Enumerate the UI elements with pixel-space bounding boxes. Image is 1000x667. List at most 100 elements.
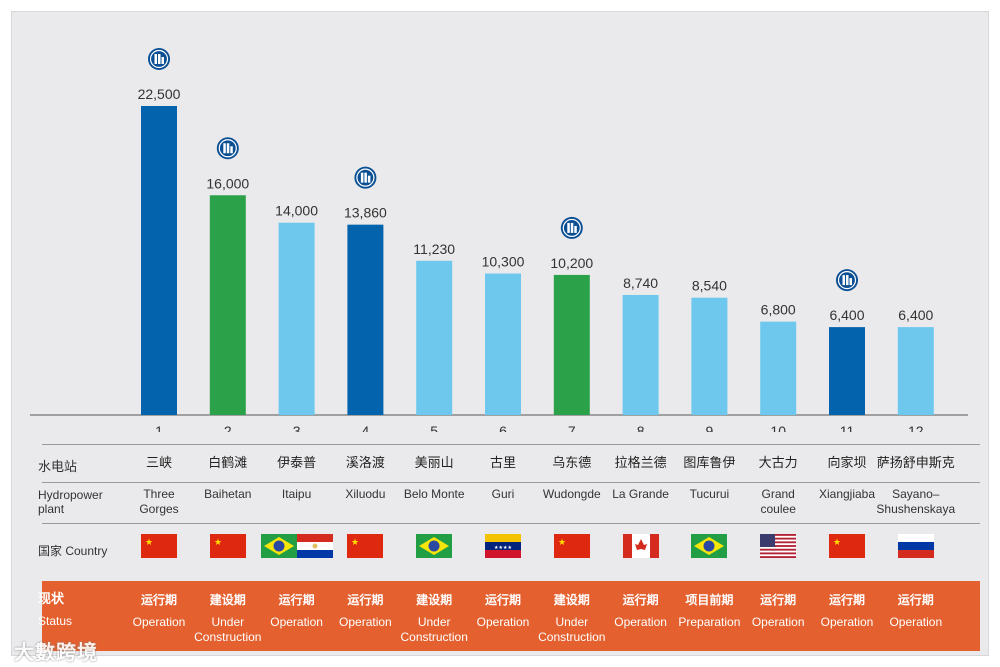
- tick-label-11: 11: [840, 423, 855, 432]
- bar-11: [829, 327, 865, 415]
- data-label-2: 16,000: [206, 175, 249, 191]
- china-flag-icon: ★: [553, 534, 590, 558]
- plant-name-en2-12: Shushenskaya: [876, 502, 956, 516]
- plant-name-cn-12: 萨扬舒申斯克: [876, 455, 955, 470]
- plant-name-cn-3: 伊泰普: [277, 455, 317, 470]
- row-label-status-en: Status: [38, 614, 73, 628]
- plant-name-en-1: Three: [143, 487, 175, 501]
- bar-6: [485, 273, 521, 415]
- row-label-country: 国家 Country: [38, 544, 108, 558]
- status-en2-5: Construction: [400, 630, 468, 644]
- data-label-12: 6,400: [898, 307, 933, 323]
- plant-name-cn-4: 溪洛渡: [345, 455, 385, 470]
- plant-name-en-5: Belo Monte: [403, 487, 465, 501]
- status-en-9: Preparation: [678, 615, 741, 629]
- tick-label-12: 12: [908, 423, 924, 432]
- bar-4: [347, 224, 384, 415]
- paraguay-flag-icon: [296, 534, 333, 558]
- chart-panel: 22,500 1 16,000 2 14,000 3 13,860 4 11,230 5 10,30…: [12, 12, 988, 655]
- row-label-plant-en-2: plant: [38, 502, 65, 516]
- company-logo-icon: [354, 166, 377, 189]
- status-cn-8: 运行期: [622, 593, 659, 607]
- status-cn-9: 项目前期: [685, 593, 734, 607]
- svg-text:★★★★: ★★★★: [494, 545, 512, 551]
- status-cn-5: 建设期: [416, 593, 453, 607]
- canada-flag-icon: [622, 534, 659, 558]
- svg-text:★: ★: [214, 537, 222, 547]
- tick-label-6: 6: [499, 423, 507, 432]
- china-flag-icon: ★: [209, 534, 246, 558]
- bar-2: [209, 195, 246, 415]
- china-flag-icon: ★: [141, 534, 177, 558]
- plant-name-cn-9: 图库鲁伊: [683, 455, 736, 470]
- plant-name-cn-11: 向家坝: [827, 455, 867, 470]
- row-label-status-cn: 现状: [38, 591, 65, 606]
- company-logo-icon: [148, 48, 170, 70]
- plant-name-en-10: Grand: [761, 487, 795, 501]
- russia-flag-icon: [897, 534, 934, 558]
- plant-name-en2-1: Gorges: [139, 502, 179, 516]
- brazil-flag-icon: [260, 534, 297, 558]
- data-label-8: 8,740: [623, 275, 658, 291]
- bar-7: [553, 274, 590, 415]
- tick-label-8: 8: [637, 423, 645, 432]
- plant-name-cn-2: 白鹤滩: [208, 455, 248, 470]
- usa-flag-icon: [760, 534, 797, 558]
- row-label-plant-en-1: Hydropower: [38, 488, 103, 502]
- status-en-4: Operation: [339, 615, 392, 629]
- data-label-4: 13,860: [344, 205, 387, 221]
- status-en-11: Operation: [820, 615, 874, 629]
- bar-10: [760, 321, 797, 415]
- data-label-9: 8,540: [692, 278, 727, 294]
- status-cn-7: 建设期: [553, 593, 590, 607]
- status-en-7: Under: [555, 615, 589, 629]
- tick-label-1: 1: [155, 423, 163, 432]
- china-flag-icon: ★: [829, 534, 865, 558]
- row-label-plant-cn: 水电站: [38, 459, 78, 474]
- brazil-flag-icon: [691, 534, 728, 558]
- status-cn-10: 运行期: [760, 593, 797, 607]
- watermark: 大數跨境: [14, 642, 98, 664]
- tick-label-2: 2: [224, 423, 232, 432]
- plant-name-cn-7: 乌东德: [552, 455, 592, 470]
- table-rule-1: [42, 444, 980, 445]
- status-en-12: Operation: [889, 615, 943, 629]
- tick-label-7: 7: [568, 423, 576, 432]
- status-band: 现状 Status 运行期 Operation 建设期 Under Construction…: [38, 581, 980, 651]
- plant-name-en-7: Wudongde: [542, 487, 601, 501]
- plant-name-cn-6: 古里: [489, 455, 516, 470]
- status-en-6: Operation: [476, 615, 530, 629]
- status-en-10: Operation: [751, 615, 805, 629]
- status-cn-2: 建设期: [209, 593, 246, 607]
- bar-3: [278, 222, 315, 415]
- table-rule-3: [42, 523, 980, 524]
- data-label-10: 6,800: [761, 302, 796, 318]
- plant-name-en-8: La Grande: [612, 487, 669, 501]
- bar-chart: 22,500 1 16,000 2 14,000 3 13,860 4 11,230 5 10,30…: [30, 48, 968, 432]
- tick-label-5: 5: [430, 423, 438, 432]
- status-cn-3: 运行期: [278, 593, 315, 607]
- status-en-5: Under: [417, 615, 451, 629]
- tick-label-9: 9: [706, 423, 714, 432]
- plant-name-en-2: Baihetan: [204, 487, 252, 501]
- plant-name-cn-8: 拉格兰德: [614, 455, 667, 470]
- plant-name-cn-5: 美丽山: [414, 455, 454, 470]
- company-logo-icon: [560, 216, 583, 239]
- data-label-5: 11,230: [413, 241, 455, 257]
- plant-name-en-11: Xiangjiaba: [818, 487, 876, 501]
- status-en-3: Operation: [270, 615, 323, 629]
- table-rule-2: [42, 482, 980, 483]
- status-cn-12: 运行期: [897, 593, 934, 607]
- bar-1: [141, 106, 177, 415]
- status-en2-2: Construction: [194, 630, 262, 644]
- bar-9: [691, 297, 728, 415]
- svg-text:★: ★: [351, 537, 359, 547]
- status-cn-4: 运行期: [347, 593, 384, 607]
- data-label-11: 6,400: [829, 307, 864, 323]
- data-label-3: 14,000: [275, 203, 318, 219]
- plant-name-en-6: Guri: [491, 487, 515, 501]
- status-cn-6: 运行期: [484, 593, 521, 607]
- china-flag-icon: ★: [347, 534, 384, 558]
- plant-name-en-9: Tucurui: [689, 487, 730, 501]
- plant-name-en-3: Itaipu: [281, 487, 312, 501]
